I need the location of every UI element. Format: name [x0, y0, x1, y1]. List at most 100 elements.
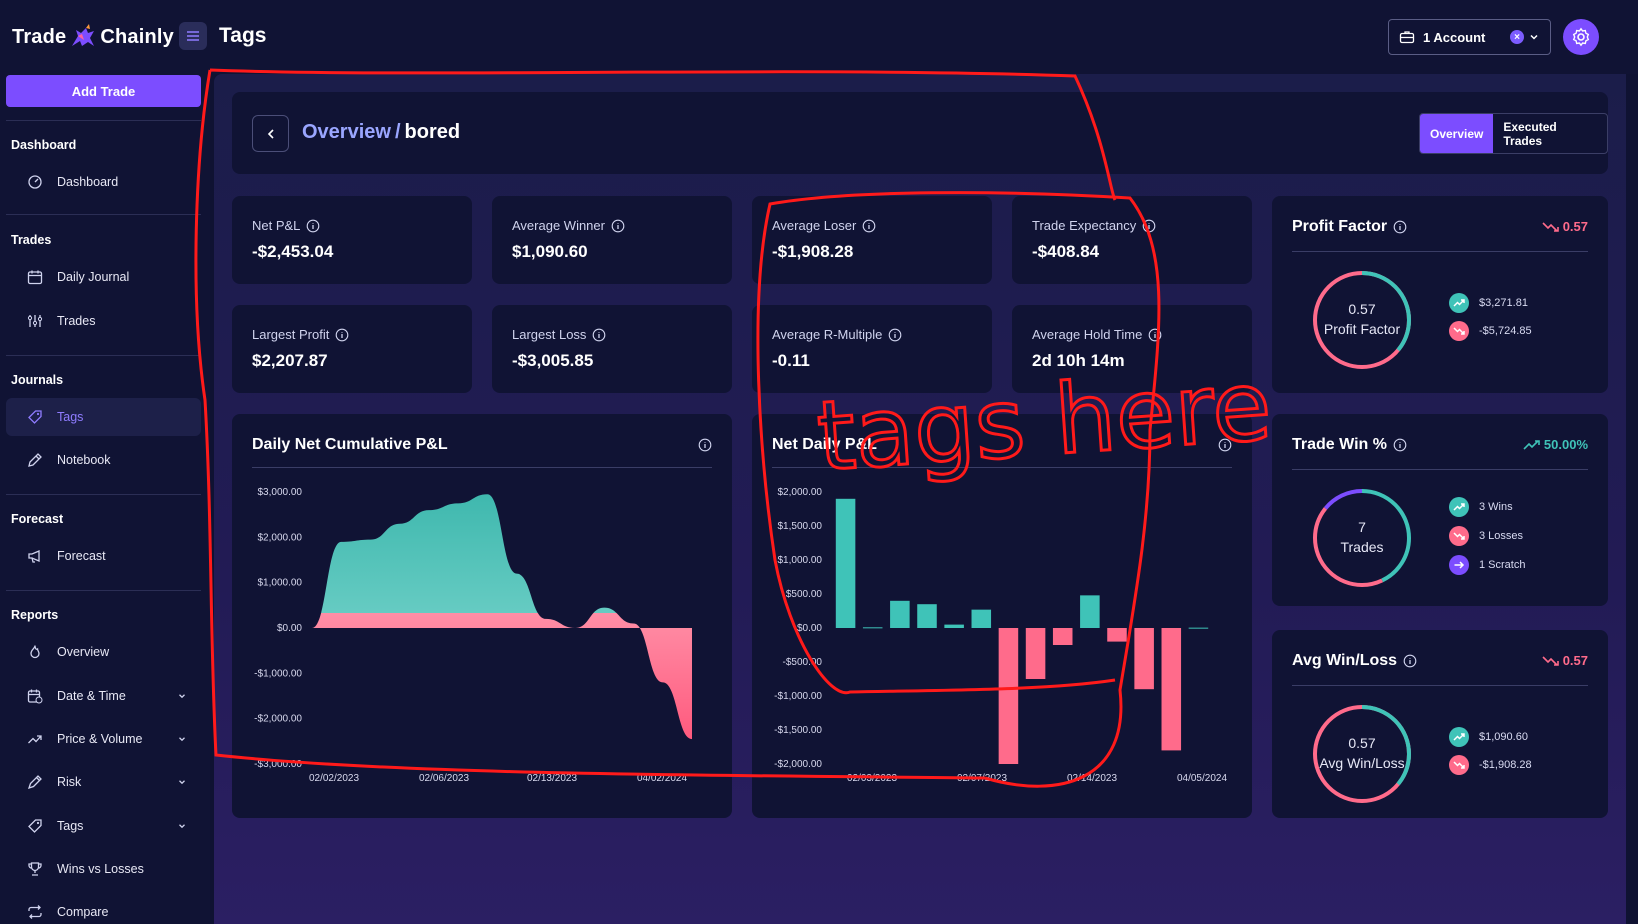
x-tick-label: 02/14/2023 [1067, 773, 1117, 784]
info-icon[interactable] [592, 328, 606, 342]
info-icon[interactable] [611, 219, 625, 233]
bar[interactable] [944, 624, 964, 628]
y-tick-label: $1,000.00 [258, 578, 303, 589]
sidebar-item-compare[interactable]: Compare [6, 893, 201, 924]
y-tick-label: $2,000.00 [778, 487, 823, 498]
gauge-label: Avg Win/Loss [1319, 755, 1405, 771]
info-icon[interactable] [1142, 219, 1156, 233]
bar[interactable] [917, 604, 937, 628]
tab-overview[interactable]: Overview [1420, 114, 1494, 153]
repeat-icon [28, 905, 42, 919]
sidebar-item-wins-losses[interactable]: Wins vs Losses [6, 850, 201, 888]
sidebar-item-forecast[interactable]: Forecast [6, 537, 201, 575]
info-icon[interactable] [698, 438, 712, 452]
sidebar-item-label: Daily Journal [57, 270, 130, 284]
stat-card-net-pnl: Net P&L -$2,453.04 [232, 196, 472, 284]
bar[interactable] [971, 609, 992, 628]
gauge-center: 0.57 Avg Win/Loss [1312, 733, 1412, 773]
info-icon[interactable] [888, 328, 902, 342]
info-icon[interactable] [1218, 438, 1232, 452]
bar[interactable] [1134, 628, 1154, 690]
sidebar-item-trades[interactable]: Trades [6, 302, 201, 340]
card-title-text: Avg Win/Loss [1292, 652, 1398, 669]
brand-text-left: Trade [12, 25, 67, 48]
y-tick-label: -$2,000.00 [254, 714, 302, 725]
breadcrumb-parent[interactable]: Overview [302, 121, 391, 143]
stat-value: -$408.84 [1032, 242, 1100, 261]
sidebar-item-date-time[interactable]: Date & Time [6, 677, 201, 715]
sidebar-item-notebook[interactable]: Notebook [6, 441, 201, 479]
nav-section-forecast: Forecast [11, 512, 64, 526]
stat-label-text: Trade Expectancy [1032, 218, 1137, 233]
sidebar-item-price-volume[interactable]: Price & Volume [6, 720, 201, 758]
sidebar-item-risk[interactable]: Risk [6, 763, 201, 801]
nav-section-reports: Reports [11, 608, 59, 622]
stat-value: 2d 10h 14m [1032, 351, 1125, 370]
stat-label: Net P&L [252, 218, 320, 233]
overview-header: Overview / bored Overview Executed Trades [232, 92, 1608, 174]
bar[interactable] [998, 628, 1019, 764]
y-tick-label: $1,500.00 [778, 521, 823, 532]
y-tick-label: $3,000.00 [258, 487, 303, 498]
settings-button[interactable] [1563, 19, 1599, 55]
x-tick-label: 02/06/2023 [419, 773, 469, 784]
legend-scratch: 1 Scratch [1449, 555, 1525, 575]
sidebar-item-tags[interactable]: Tags [6, 398, 201, 436]
bar[interactable] [1161, 628, 1182, 751]
info-icon[interactable] [1393, 220, 1407, 234]
legend-win: $1,090.60 [1449, 727, 1528, 747]
divider [772, 467, 1232, 468]
sidebar-item-tags-report[interactable]: Tags [6, 807, 201, 845]
y-tick-label: $0.00 [277, 623, 302, 634]
win-arc [1313, 705, 1411, 803]
trending-down-icon [1542, 221, 1559, 232]
menu-toggle-button[interactable] [179, 22, 207, 50]
info-icon[interactable] [335, 328, 349, 342]
bar[interactable] [1025, 628, 1046, 679]
bar[interactable] [862, 627, 883, 629]
back-button[interactable] [252, 115, 289, 152]
info-icon[interactable] [1148, 328, 1162, 342]
sidebar-item-overview[interactable]: Overview [6, 633, 201, 671]
brand-logo[interactable]: Trade Chainly [12, 22, 174, 52]
flame-icon [30, 645, 40, 659]
stat-label-text: Average Winner [512, 218, 605, 233]
divider [1292, 469, 1588, 470]
pen-icon [27, 775, 42, 790]
legend-loss: -$5,724.85 [1449, 321, 1532, 341]
gauge-center: 0.57 Profit Factor [1312, 299, 1412, 339]
stat-value: -$2,453.04 [252, 242, 334, 261]
bar[interactable] [1188, 627, 1209, 629]
stat-label: Average Loser [772, 218, 876, 233]
info-icon[interactable] [862, 219, 876, 233]
view-toggle: Overview Executed Trades [1419, 113, 1608, 154]
tab-executed-trades[interactable]: Executed Trades [1503, 119, 1557, 148]
briefcase-icon [1399, 31, 1415, 44]
bar[interactable] [1080, 595, 1100, 628]
bar[interactable] [1107, 628, 1127, 642]
bar[interactable] [890, 600, 910, 628]
account-select[interactable]: 1 Account × [1388, 19, 1551, 55]
bar[interactable] [835, 498, 856, 628]
legend-gain: $3,271.81 [1449, 293, 1528, 313]
stat-card-average-winner: Average Winner $1,090.60 [492, 196, 732, 284]
card-title: Avg Win/Loss [1292, 652, 1417, 670]
info-icon[interactable] [1393, 438, 1407, 452]
sidebar-item-label: Tags [57, 819, 84, 833]
win-arc [1313, 271, 1411, 369]
clear-icon[interactable]: × [1510, 30, 1524, 44]
info-icon[interactable] [1403, 654, 1417, 668]
add-trade-button[interactable]: Add Trade [6, 75, 201, 107]
stat-card-largest-loss: Largest Loss -$3,005.85 [492, 305, 732, 393]
y-tick-label: -$3,000.00 [254, 759, 302, 770]
divider [1292, 251, 1588, 252]
chevron-down-icon[interactable] [1528, 31, 1540, 43]
legend-losses: 3 Losses [1449, 526, 1523, 546]
chart-title: Net Daily P&L [772, 436, 877, 453]
trending-down-icon [1449, 526, 1469, 546]
bar[interactable] [1052, 628, 1073, 645]
sidebar-item-dashboard[interactable]: Dashboard [6, 163, 201, 201]
top-bar: Trade Chainly Tags 1 Account × [0, 0, 1638, 74]
info-icon[interactable] [306, 219, 320, 233]
sidebar-item-daily-journal[interactable]: Daily Journal [6, 258, 201, 296]
